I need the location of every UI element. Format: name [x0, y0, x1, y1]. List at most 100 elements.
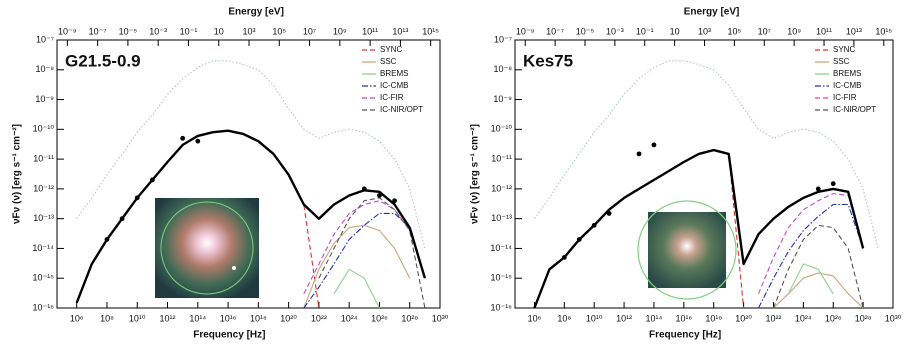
x2-tick-label: 10⁻⁷ — [89, 26, 107, 36]
model-line — [303, 224, 411, 309]
x-tick-label: 10⁶ — [528, 313, 542, 323]
y-tick-label: 10⁻¹² — [33, 183, 54, 193]
legend-label: SYNC — [833, 45, 855, 54]
legend-label: SSC — [833, 57, 850, 66]
x2-tick-label: 10¹¹ — [362, 26, 378, 36]
x2-tick-label: 10⁻⁹ — [58, 26, 77, 36]
inset-image — [155, 198, 259, 298]
data-point — [104, 237, 110, 242]
data-point — [561, 255, 567, 260]
model-line — [333, 268, 380, 309]
y-tick-label: 10⁻⁸ — [35, 64, 54, 74]
x-tick-label: 10¹⁴ — [646, 313, 663, 323]
x2-tick-label: 10 — [670, 26, 680, 36]
y-tick-label: 10⁻¹¹ — [33, 153, 54, 163]
data-point — [149, 177, 155, 183]
y-tick-label: 10⁻¹⁶ — [33, 302, 55, 312]
plot-frame — [514, 39, 894, 309]
legend-label: BREMS — [380, 69, 408, 78]
x-tick-label: 10²² — [765, 313, 781, 323]
x-tick-label: 10¹⁰ — [586, 313, 603, 323]
x2-tick-label: 10³ — [243, 26, 256, 36]
model-line — [773, 272, 864, 309]
x2-tick-label: 10⁵ — [272, 26, 286, 36]
y-tick-label: 10⁻¹³ — [33, 213, 54, 223]
legend-label: IC-FIR — [380, 93, 404, 102]
x-tick-label: 10¹⁶ — [675, 313, 692, 323]
x2-tick-label: 10⁻⁷ — [546, 26, 564, 36]
x2-tick-label: 10⁻¹ — [180, 26, 198, 36]
model-line — [758, 203, 864, 309]
x2-tick-label: 10¹⁵ — [875, 26, 892, 36]
data-point — [392, 198, 397, 204]
panel: 10⁶ 10⁸ 10¹⁰ 10¹² 10¹⁴ 10¹⁶ 10¹⁸ 10²⁰ 10²² 10²⁴ 10… — [470, 7, 902, 341]
x-tick-label: 10²⁶ — [371, 313, 388, 323]
data-point — [591, 222, 597, 228]
x2-tick-label: 10⁵ — [728, 26, 742, 36]
x-tick-label: 10¹⁰ — [129, 313, 146, 323]
data-point — [134, 195, 140, 201]
curve — [533, 148, 865, 309]
y-tick-label: 10⁻¹⁴ — [32, 243, 54, 253]
panel: 10⁶ 10⁸ 10¹⁰ 10¹² 10¹⁴ 10¹⁶ 10¹⁸ 10²⁰ 10²² 10²⁴ 10… — [12, 7, 449, 341]
data-point — [606, 211, 612, 216]
legend-label: IC-CMB — [833, 81, 861, 90]
x-tick-label: 10¹² — [160, 313, 176, 323]
x2-tick-label: 10⁻⁹ — [516, 26, 535, 36]
curve — [75, 129, 427, 304]
y-tick-label: 10⁻¹⁰ — [491, 124, 513, 134]
x2-tick-label: 10⁻³ — [149, 26, 167, 36]
y-axis-label: νFν (ν) [erg s⁻¹ cm⁻²] — [470, 124, 481, 224]
x2-tick-label: 10¹³ — [846, 26, 862, 36]
y-tick-label: 10⁻¹¹ — [491, 153, 512, 163]
x2-tick-label: 10¹⁵ — [422, 26, 439, 36]
x-tick-label: 10²⁸ — [855, 313, 872, 323]
x-axis-label: Frequency [Hz] — [649, 330, 721, 341]
legend-label: IC-FIR — [833, 93, 857, 102]
data-point — [815, 186, 821, 192]
x2-tick-label: 10 — [214, 26, 224, 36]
model-line — [303, 200, 426, 295]
data-point — [361, 186, 367, 192]
y-tick-label: 10⁻¹² — [491, 183, 512, 193]
x-tick-label: 10⁸ — [100, 313, 114, 323]
model-line — [303, 212, 426, 309]
data-point — [377, 193, 382, 198]
legend-label: SYNC — [380, 45, 402, 54]
x-tick-label: 10²⁸ — [401, 313, 418, 323]
y-tick-label: 10⁻⁹ — [35, 94, 54, 104]
inset-image — [637, 200, 737, 300]
x2-axis-label: Energy [eV] — [684, 7, 740, 18]
x2-tick-label: 10⁷ — [758, 26, 771, 36]
y-tick-label: 10⁻¹⁶ — [491, 302, 513, 312]
x2-tick-label: 10⁻¹ — [636, 26, 654, 36]
x-tick-label: 10³⁰ — [885, 313, 902, 323]
y-tick-label: 10⁻⁷ — [36, 34, 54, 44]
y-tick-label: 10⁻¹⁰ — [33, 124, 55, 134]
x2-tick-label: 10⁻⁵ — [576, 26, 595, 36]
model-line — [772, 224, 864, 309]
data-point — [651, 142, 657, 148]
y-tick-label: 10⁻¹⁵ — [33, 273, 55, 283]
x-tick-label: 10²⁰ — [280, 313, 297, 323]
y-tick-label: 10⁻¹³ — [491, 213, 512, 223]
model-line — [787, 263, 834, 295]
x2-tick-label: 10⁹ — [787, 26, 801, 36]
x-tick-label: 10²² — [311, 313, 327, 323]
x2-tick-label: 10⁻⁵ — [119, 26, 138, 36]
x-tick-label: 10³⁰ — [432, 313, 449, 323]
model-line — [757, 192, 864, 295]
data-point — [830, 181, 836, 187]
model-line — [318, 197, 426, 309]
y-tick-label: 10⁻⁷ — [494, 34, 512, 44]
x-tick-label: 10²⁴ — [795, 313, 812, 323]
y-tick-label: 10⁻⁸ — [493, 64, 512, 74]
x-tick-label: 10¹⁴ — [189, 313, 206, 323]
x2-tick-label: 10¹¹ — [816, 26, 832, 36]
x-tick-label: 10¹⁶ — [220, 313, 237, 323]
x-tick-label: 10²⁴ — [341, 313, 358, 323]
data-point — [119, 216, 125, 222]
x-tick-label: 10¹² — [616, 313, 632, 323]
data-point — [636, 151, 642, 157]
